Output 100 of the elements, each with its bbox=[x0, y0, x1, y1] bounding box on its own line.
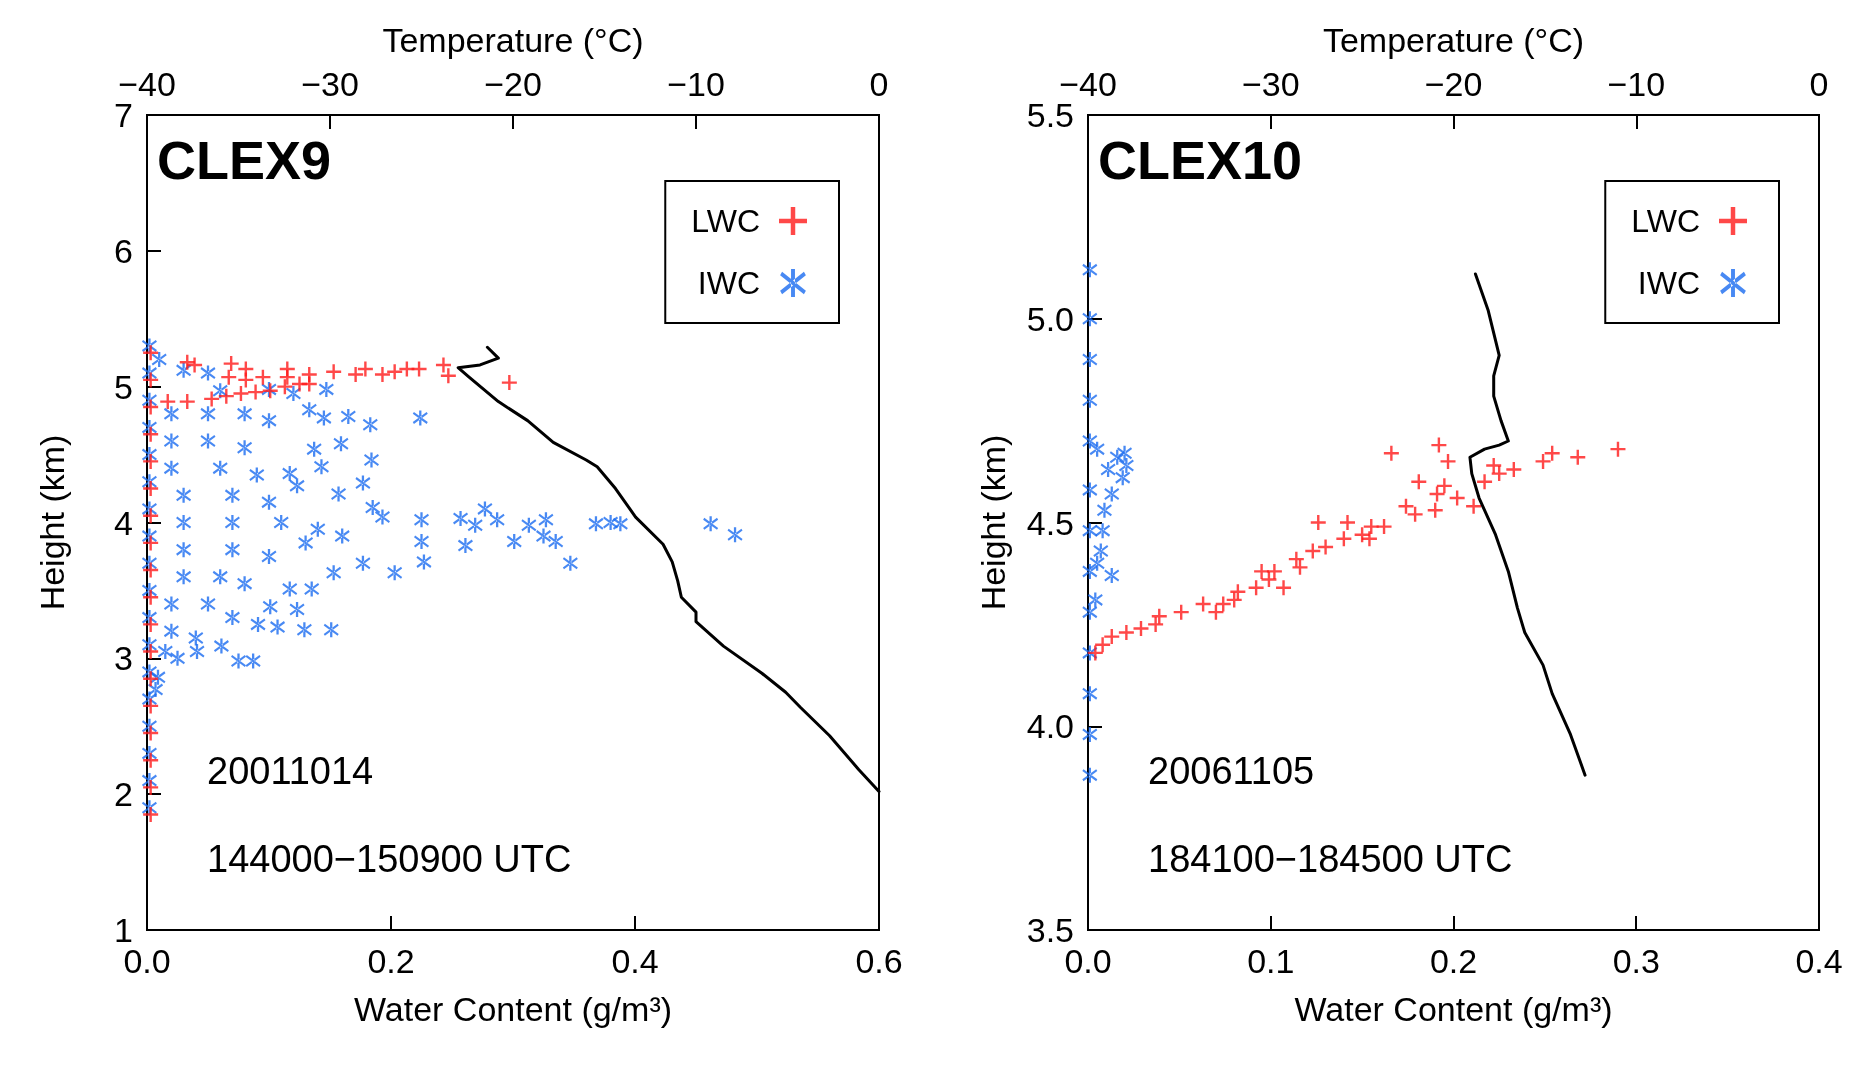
point bbox=[1491, 466, 1507, 482]
y-tick-label: 3 bbox=[114, 639, 133, 678]
x2-tick-label: 0 bbox=[1809, 65, 1829, 103]
point bbox=[223, 356, 239, 372]
y-tick-label: 5 bbox=[114, 367, 133, 406]
x2-axis-title: Temperature (°C) bbox=[382, 21, 644, 59]
point bbox=[326, 364, 342, 380]
point bbox=[179, 394, 195, 410]
y-tick-label: 2 bbox=[114, 775, 133, 814]
x2-tick-label: −20 bbox=[1424, 65, 1483, 103]
point bbox=[143, 345, 159, 361]
point bbox=[143, 372, 159, 388]
point bbox=[143, 807, 159, 823]
x2-tick-label: 0 bbox=[869, 65, 889, 103]
point bbox=[248, 384, 264, 400]
x2-axis-title: Temperature (°C) bbox=[1322, 21, 1585, 59]
point bbox=[1095, 637, 1111, 653]
x2-tick-label: −30 bbox=[1241, 65, 1300, 103]
point bbox=[1082, 352, 1098, 367]
point bbox=[1087, 645, 1103, 661]
point bbox=[1407, 506, 1423, 522]
y-tick-label: 4.5 bbox=[1026, 503, 1074, 542]
point bbox=[143, 562, 159, 578]
point bbox=[143, 725, 159, 741]
point bbox=[1100, 462, 1116, 478]
point bbox=[357, 361, 373, 377]
point bbox=[1089, 441, 1105, 457]
point bbox=[143, 508, 159, 524]
y-tick-label: 6 bbox=[114, 231, 133, 270]
point bbox=[1104, 486, 1120, 502]
point bbox=[1477, 474, 1493, 490]
x2-tick-label: −20 bbox=[484, 65, 542, 103]
point bbox=[143, 752, 159, 768]
point bbox=[143, 698, 159, 714]
point bbox=[1093, 543, 1109, 559]
point bbox=[1089, 555, 1105, 571]
point bbox=[1318, 539, 1334, 555]
x-tick-label: 0.2 bbox=[1429, 942, 1478, 980]
point bbox=[1082, 686, 1098, 702]
point bbox=[1276, 580, 1292, 596]
point bbox=[1292, 559, 1308, 575]
x2-tick-label: −10 bbox=[1607, 65, 1666, 103]
point bbox=[1310, 515, 1326, 530]
chart-title: CLEX10 bbox=[1098, 130, 1303, 190]
point bbox=[143, 426, 159, 442]
point bbox=[1095, 523, 1111, 539]
point bbox=[1118, 625, 1134, 641]
chart-title: CLEX9 bbox=[157, 130, 332, 190]
point bbox=[1082, 523, 1098, 539]
legend-label: IWC bbox=[1637, 265, 1700, 301]
x-axis-title: Water Content (g/m³) bbox=[353, 990, 673, 1028]
point bbox=[143, 616, 159, 632]
x-tick-label: 0.4 bbox=[1795, 942, 1843, 980]
x2-tick-label: −30 bbox=[301, 65, 359, 103]
point bbox=[1117, 445, 1133, 461]
point bbox=[1288, 551, 1304, 567]
point bbox=[1082, 262, 1098, 278]
point bbox=[435, 357, 451, 373]
annotation: 144000−150900 UTC bbox=[207, 838, 572, 880]
y-axis-title: Height (km) bbox=[974, 434, 1012, 611]
point bbox=[1535, 453, 1551, 469]
y-tick-label: 5.0 bbox=[1026, 299, 1074, 338]
point bbox=[1466, 498, 1482, 514]
point bbox=[218, 388, 234, 404]
point bbox=[1087, 592, 1103, 608]
x-tick-label: 0.2 bbox=[367, 942, 415, 980]
point bbox=[1148, 616, 1164, 632]
point bbox=[1254, 563, 1270, 579]
point bbox=[440, 368, 456, 384]
legend-label: LWC bbox=[691, 203, 760, 239]
point bbox=[143, 671, 159, 687]
point bbox=[143, 453, 159, 469]
x-tick-label: 0.6 bbox=[855, 942, 903, 980]
point bbox=[1376, 519, 1392, 535]
point bbox=[1082, 604, 1098, 620]
point bbox=[1082, 311, 1098, 327]
point bbox=[374, 366, 390, 382]
x-tick-label: 0.3 bbox=[1612, 942, 1660, 980]
x2-tick-label: −10 bbox=[667, 65, 725, 103]
annotation: 184100−184500 UTC bbox=[1148, 838, 1513, 880]
point bbox=[1436, 478, 1452, 494]
point bbox=[1118, 457, 1134, 473]
point bbox=[160, 394, 176, 410]
point bbox=[1506, 462, 1522, 478]
annotation: 20061105 bbox=[1148, 750, 1315, 792]
point bbox=[387, 364, 403, 380]
point bbox=[1104, 629, 1120, 645]
point bbox=[1383, 445, 1399, 461]
x-tick-label: 0.4 bbox=[611, 942, 659, 980]
point bbox=[1096, 502, 1112, 518]
point bbox=[1082, 482, 1098, 498]
y-tick-label: 4.0 bbox=[1026, 707, 1074, 746]
point bbox=[1115, 470, 1131, 486]
point bbox=[1104, 567, 1120, 583]
annotation: 20011014 bbox=[207, 750, 374, 792]
point bbox=[1133, 620, 1149, 636]
point bbox=[1261, 572, 1277, 588]
x-axis-title: Water Content (g/m³) bbox=[1294, 990, 1613, 1028]
point bbox=[233, 385, 249, 401]
point bbox=[204, 391, 220, 407]
